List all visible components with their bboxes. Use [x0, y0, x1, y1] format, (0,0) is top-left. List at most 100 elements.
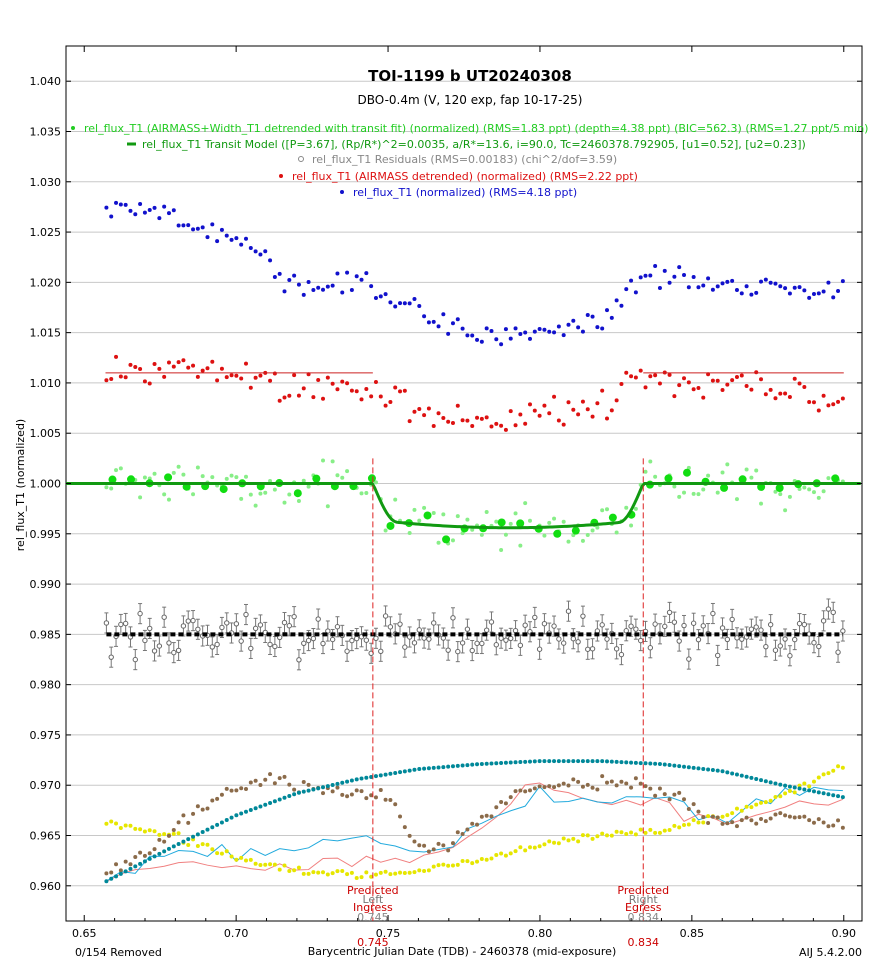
chart-title: TOI-1199 b UT20240308: [368, 67, 572, 85]
airmass-point: [383, 772, 388, 777]
residual-point: [748, 626, 755, 632]
width-point: [335, 785, 340, 790]
raw-flux-point: [263, 249, 268, 254]
residual-point: [498, 635, 504, 641]
raw-flux-point: [349, 287, 354, 292]
airmass-detrended-point: [417, 407, 422, 412]
width-point: [811, 820, 816, 825]
airmass-point: [734, 772, 739, 777]
y-tick-label: 1.025: [30, 226, 62, 239]
width-point: [831, 823, 836, 828]
yellow-point: [224, 849, 229, 854]
residual-point: [387, 624, 394, 630]
detrended-point: [359, 491, 364, 496]
airmass-point: [349, 778, 354, 783]
width-point: [210, 798, 215, 803]
raw-flux-point: [292, 273, 297, 278]
airmass-detrended-point: [701, 395, 706, 400]
residual-point: [710, 610, 716, 617]
yellow-point: [138, 827, 143, 832]
yellow-point: [306, 871, 311, 876]
width-point: [181, 813, 186, 818]
raw-flux-point: [378, 294, 383, 299]
residual-point: [623, 628, 629, 634]
residual-point: [488, 619, 495, 625]
yellow-point: [532, 845, 537, 850]
detrended-point: [258, 491, 263, 496]
width-point: [176, 820, 181, 825]
width-point: [398, 814, 403, 819]
width-point: [292, 787, 297, 792]
raw-flux-point: [330, 283, 335, 288]
width-point: [470, 821, 475, 826]
width-point: [200, 807, 205, 812]
x-tick-label: 0.80: [528, 927, 553, 940]
binned-point: [127, 475, 136, 484]
airmass-detrended-point: [436, 411, 441, 416]
residual-point: [190, 617, 196, 624]
airmass-detrended-point: [393, 385, 398, 390]
airmass-detrended-point: [373, 380, 378, 385]
width-point: [104, 871, 109, 876]
airmass-point: [556, 759, 561, 764]
airmass-point: [316, 786, 321, 791]
yellow-point: [436, 863, 441, 868]
raw-flux-point: [672, 274, 677, 279]
width-point: [378, 788, 383, 793]
raw-flux-point: [431, 319, 436, 324]
width-point: [162, 839, 167, 844]
airmass-point: [104, 879, 109, 884]
detrended-point: [648, 459, 653, 464]
airmass-point: [142, 859, 147, 864]
yellow-point: [614, 829, 619, 834]
airmass-point: [720, 769, 725, 774]
airmass-point: [133, 864, 138, 869]
predicted-value-gray: 0.834: [628, 911, 660, 924]
raw-flux-point: [118, 202, 123, 207]
legend-entry: rel_flux_T1 Residuals (RMS=0.00183) (chi…: [312, 153, 617, 166]
airmass-point: [657, 762, 662, 767]
raw-flux-point: [316, 285, 321, 290]
residual-point: [729, 616, 735, 623]
width-point: [778, 811, 783, 816]
residual-point: [373, 635, 379, 642]
predicted-value-gray: 0.745: [357, 911, 389, 924]
yellow-point: [383, 869, 388, 874]
yellow-point: [744, 804, 749, 809]
residual-point: [671, 619, 678, 625]
yellow-point: [157, 832, 162, 837]
residual-point: [291, 613, 297, 620]
raw-flux-point: [503, 327, 508, 332]
y-tick-label: 0.990: [30, 578, 62, 591]
yellow-point: [763, 800, 768, 805]
yellow-point: [816, 775, 821, 780]
yellow-point: [797, 783, 802, 788]
predicted-markers: PredictedLeftIngress0.7450.745PredictedR…: [347, 458, 669, 949]
yellow-point: [234, 857, 239, 862]
detrended-point: [821, 489, 826, 494]
airmass-detrended-point: [489, 424, 494, 429]
airmass-point: [585, 759, 590, 764]
airmass-point: [605, 759, 610, 764]
residual-point: [580, 613, 586, 619]
raw-flux-point: [643, 273, 648, 278]
width-point: [523, 789, 528, 794]
yellow-point: [210, 847, 215, 852]
width-point: [412, 839, 417, 844]
airmass-detrended-point: [811, 400, 816, 405]
airmass-detrended-point: [730, 378, 735, 383]
residual-point: [551, 623, 557, 629]
yellow-point: [200, 842, 205, 847]
yellow-point: [686, 822, 691, 827]
width-point: [373, 795, 378, 800]
width-point: [272, 781, 277, 786]
cyan-trend-line: [106, 785, 843, 882]
residual-point: [686, 656, 692, 662]
residual-point: [613, 646, 620, 652]
width-point: [662, 792, 667, 797]
detrended-point: [436, 540, 441, 545]
width-point: [224, 786, 229, 791]
residual-point: [589, 646, 596, 652]
airmass-detrended-point: [253, 375, 258, 380]
yellow-point: [258, 862, 263, 867]
